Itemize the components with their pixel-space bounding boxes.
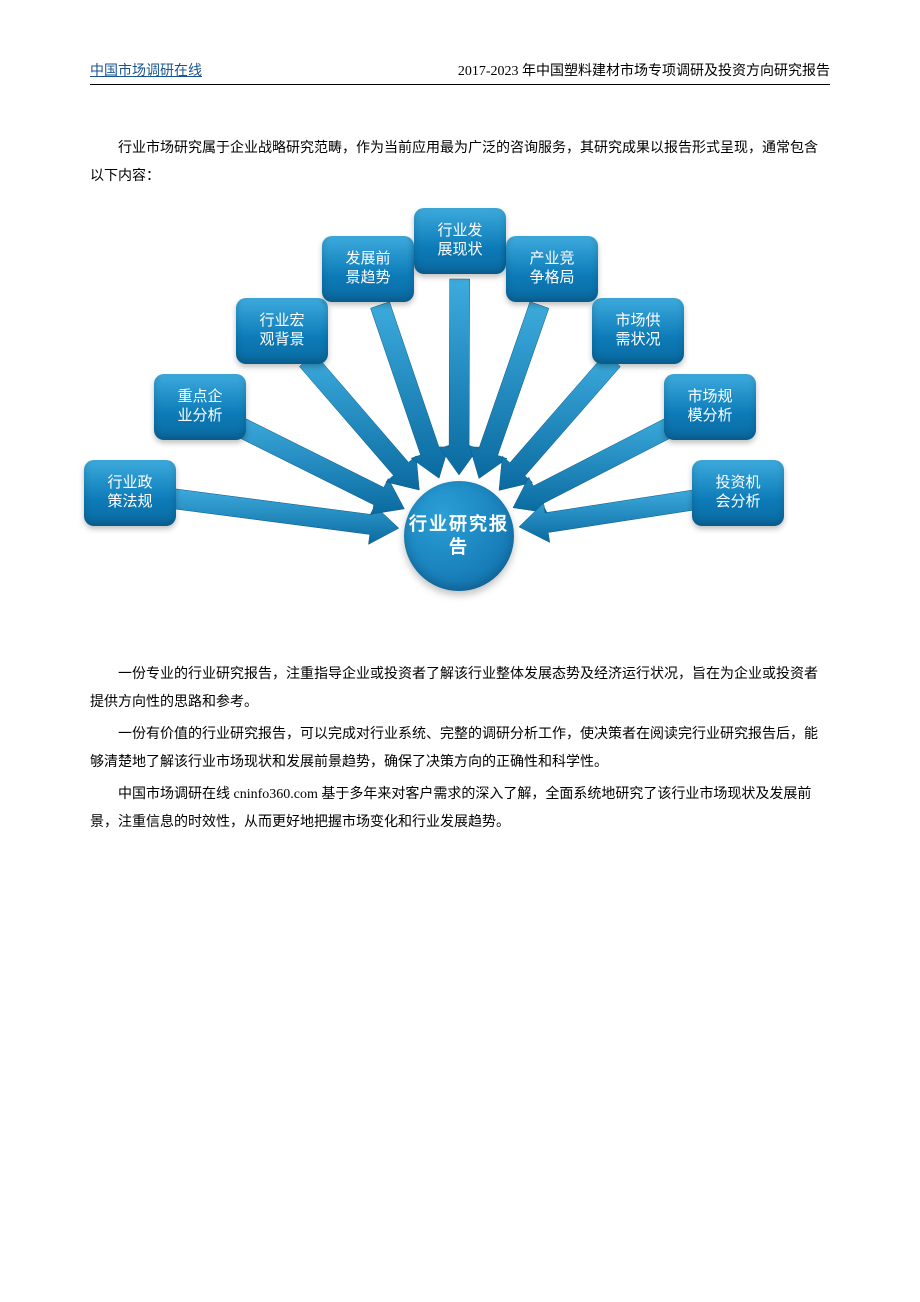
- diagram-node-n5: 行业发展现状: [414, 208, 506, 274]
- diagram-node-label: 行业政策法规: [107, 474, 152, 513]
- diagram-node-label: 产业竞争格局: [529, 250, 574, 289]
- paragraph-2: 一份有价值的行业研究报告，可以完成对行业系统、完整的调研分析工作，使决策者在阅读…: [90, 721, 830, 777]
- intro-paragraph: 行业市场研究属于企业战略研究范畴，作为当前应用最为广泛的咨询服务，其研究成果以报…: [90, 135, 830, 191]
- diagram-node-n7: 市场供需状况: [592, 298, 684, 364]
- diagram-node-n6: 产业竞争格局: [506, 236, 598, 302]
- industry-report-diagram: 行业研究报告 行业政策法规 重点企业分析行业宏观背景 发展前景趋势 行业发展现状产业竞…: [90, 221, 830, 621]
- diagram-node-label: 市场供需状况: [615, 312, 660, 351]
- page-header: 中国市场调研在线 2017-2023 年中国塑料建材市场专项调研及投资方向研究报…: [90, 60, 830, 85]
- paragraph-1: 一份专业的行业研究报告，注重指导企业或投资者了解该行业整体发展态势及经济运行状况…: [90, 661, 830, 717]
- diagram-center: 行业研究报告: [404, 481, 514, 591]
- diagram-node-label: 行业发展现状: [437, 222, 482, 261]
- diagram-node-n9: 投资机会分析: [692, 460, 784, 526]
- diagram-node-n4: 发展前景趋势: [322, 236, 414, 302]
- diagram-center-label: 行业研究报告: [404, 513, 514, 560]
- header-left: 中国市场调研在线: [90, 60, 202, 80]
- diagram-arrow: [495, 475, 724, 551]
- body-paragraphs: 一份专业的行业研究报告，注重指导企业或投资者了解该行业整体发展态势及经济运行状况…: [90, 661, 830, 837]
- diagram-node-n1: 行业政策法规: [84, 460, 176, 526]
- diagram-node-label: 行业宏观背景: [259, 312, 304, 351]
- diagram-node-label: 投资机会分析: [715, 474, 760, 513]
- header-right: 2017-2023 年中国塑料建材市场专项调研及投资方向研究报告: [458, 60, 830, 80]
- paragraph-3: 中国市场调研在线 cninfo360.com 基于多年来对客户需求的深入了解，全…: [90, 781, 830, 837]
- diagram-node-label: 重点企业分析: [177, 388, 222, 427]
- diagram-node-n8: 市场规模分析: [664, 374, 756, 440]
- diagram-node-n3: 行业宏观背景: [236, 298, 328, 364]
- diagram-node-label: 市场规模分析: [687, 388, 732, 427]
- diagram-node-n2: 重点企业分析: [154, 374, 246, 440]
- diagram-node-label: 发展前景趋势: [345, 250, 390, 289]
